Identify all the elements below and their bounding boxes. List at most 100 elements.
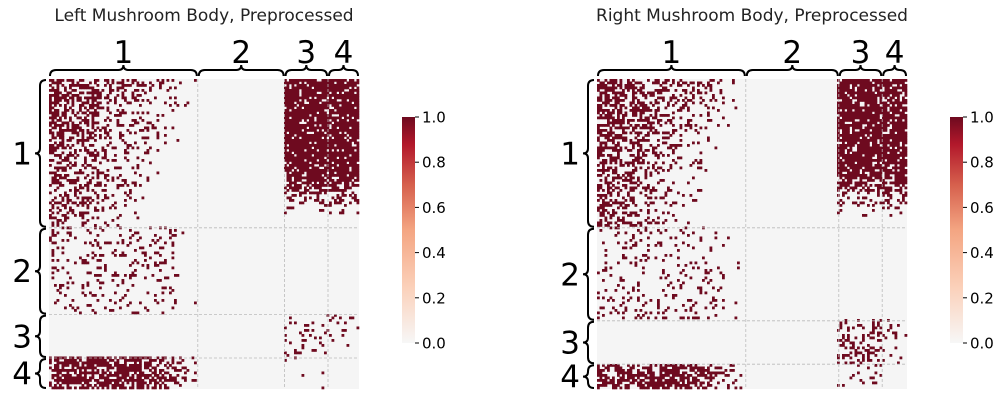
heatmap-cell (341, 141, 345, 145)
heatmap-cell (66, 139, 70, 142)
heatmap-cell (59, 79, 62, 82)
heatmap-cell (306, 171, 310, 175)
heatmap-cell (331, 91, 335, 95)
heatmap-cell (647, 121, 650, 125)
heatmap-cell (121, 369, 125, 372)
heatmap-cell (857, 184, 860, 187)
heatmap-cell (874, 104, 878, 107)
heatmap-cell (296, 161, 300, 165)
heatmap-cell (301, 114, 305, 117)
heatmap-cell (91, 364, 95, 367)
heatmap-cell (301, 159, 305, 162)
heatmap-cell (351, 176, 355, 180)
heatmap-cell (51, 86, 55, 90)
heatmap-cell (81, 144, 85, 147)
heatmap-cell (301, 81, 305, 85)
heatmap-cell (889, 81, 893, 85)
heatmap-cell (877, 184, 880, 187)
heatmap-cell (101, 381, 105, 385)
heatmap-cell (284, 351, 287, 355)
heatmap-cell (854, 154, 858, 157)
heatmap-cell (59, 131, 62, 135)
heatmap-cell (602, 241, 605, 245)
heatmap-cell (669, 146, 673, 150)
heatmap-cell (902, 84, 905, 87)
heatmap-cell (139, 374, 142, 377)
heatmap-cell (299, 111, 302, 115)
heatmap-cell (872, 91, 875, 95)
heatmap-cell (294, 171, 297, 175)
heatmap-cell (647, 236, 650, 240)
heatmap-cell (334, 186, 337, 190)
heatmap-cell (126, 129, 130, 132)
heatmap-cell (284, 149, 287, 152)
heatmap-cell (662, 196, 665, 200)
heatmap-cell (852, 151, 855, 155)
heatmap-cell (887, 199, 890, 202)
heatmap-cell (859, 141, 863, 145)
heatmap-cell (634, 261, 638, 265)
heatmap-cell (717, 124, 720, 127)
heatmap-cell (904, 176, 908, 180)
heatmap-cell (874, 326, 878, 330)
heatmap-cell (284, 339, 287, 342)
heatmap-cell (862, 151, 865, 155)
heatmap-cell (316, 191, 320, 195)
heatmap-cell (664, 141, 668, 145)
heatmap-cell (336, 169, 340, 172)
heatmap-cell (717, 109, 720, 112)
heatmap-cell (296, 146, 300, 150)
heatmap-cell (114, 96, 117, 100)
heatmap-cell (91, 89, 95, 92)
heatmap-cell (712, 296, 715, 300)
heatmap-cell (854, 184, 858, 187)
heatmap-cell (131, 366, 135, 370)
heatmap-cell (889, 121, 893, 125)
heatmap-cell (722, 276, 725, 280)
heatmap-cell (894, 174, 898, 177)
heatmap-cell (76, 154, 80, 157)
heatmap-cell (339, 79, 342, 82)
heatmap-cell (64, 121, 67, 125)
heatmap-cell (614, 201, 618, 205)
heatmap-cell (699, 101, 703, 105)
heatmap-cell (639, 224, 643, 227)
heatmap-cell (86, 84, 90, 87)
heatmap-cell (892, 124, 895, 127)
heatmap-cell (89, 384, 92, 387)
heatmap-cell (319, 109, 322, 112)
heatmap-cell (667, 114, 670, 117)
heatmap-cell (699, 81, 703, 85)
heatmap-cell (66, 386, 70, 390)
heatmap-cell (892, 161, 895, 165)
heatmap-cell (632, 89, 635, 92)
heatmap-cell (344, 99, 347, 102)
heatmap-cell (622, 139, 625, 142)
heatmap-cell (329, 149, 332, 152)
heatmap-cell (341, 104, 345, 107)
heatmap-cell (84, 119, 87, 122)
heatmap-cell (879, 109, 883, 112)
heatmap-cell (647, 126, 650, 130)
heatmap-cell (877, 124, 880, 127)
heatmap-cell (139, 376, 142, 380)
heatmap-cell (54, 111, 57, 115)
heatmap-cell (321, 121, 325, 125)
heatmap-cell (291, 86, 295, 90)
heatmap-cell (609, 274, 613, 277)
heatmap-cell (842, 99, 845, 102)
heatmap-cell (904, 149, 908, 152)
heatmap-cell (179, 81, 182, 85)
heatmap-cell (904, 106, 908, 110)
heatmap-cell (311, 101, 315, 105)
heatmap-cell (136, 374, 140, 377)
heatmap-cell (859, 156, 863, 160)
heatmap-cell (79, 139, 82, 142)
heatmap-cell (662, 86, 665, 90)
heatmap-cell (51, 376, 55, 380)
heatmap-cell (306, 124, 310, 127)
heatmap-cell (356, 176, 360, 180)
heatmap-cell (722, 101, 725, 105)
heatmap-cell (319, 116, 322, 120)
heatmap-cell (854, 141, 858, 145)
